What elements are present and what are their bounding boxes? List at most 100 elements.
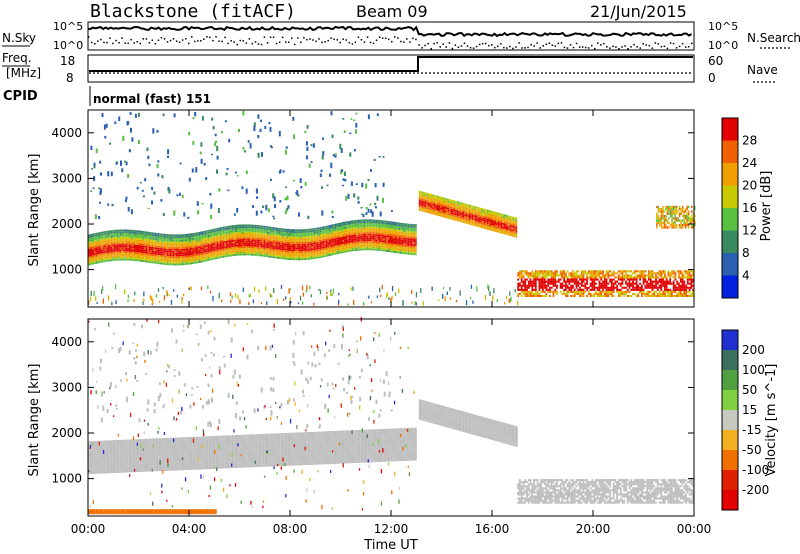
power-cell [372, 248, 375, 251]
power-cell [357, 247, 360, 249]
nsearch-point [572, 46, 575, 49]
power-cell [177, 252, 179, 255]
power-cell [520, 276, 523, 279]
power-cell [371, 241, 373, 244]
power-cell [374, 228, 376, 231]
power-cell [255, 188, 258, 194]
power-cell [356, 223, 358, 226]
power-cell [356, 230, 358, 233]
power-cell [514, 222, 516, 225]
power-cell [148, 233, 151, 236]
power-cell [409, 232, 411, 235]
power-cell [344, 223, 346, 226]
power-cell [361, 213, 364, 216]
power-cell [278, 229, 281, 232]
power-cell [407, 252, 410, 255]
power-cell [157, 255, 160, 257]
power-cell [272, 241, 275, 244]
nsearch-point [115, 39, 117, 42]
power-cell [118, 247, 120, 250]
power-cell [112, 244, 114, 247]
power-cell [224, 244, 226, 247]
power-cell [248, 244, 251, 247]
power-cell [101, 249, 104, 252]
power-cell [268, 121, 271, 125]
power-cell [353, 227, 355, 230]
power-cell [109, 235, 111, 238]
power-cell [499, 224, 501, 226]
power-cell [121, 245, 123, 248]
power-cell [120, 160, 122, 166]
power-cell [268, 235, 270, 238]
power-cell [200, 246, 202, 248]
power-cell [455, 209, 457, 212]
power-cell [350, 181, 353, 186]
power-cell [369, 241, 372, 243]
power-cell [449, 217, 451, 220]
power-cell [222, 239, 225, 242]
power-cell [398, 222, 401, 225]
power-cell [351, 224, 354, 226]
power-cell [131, 259, 134, 261]
power-cell [186, 239, 188, 242]
power-cell [381, 240, 384, 243]
power-cell [334, 241, 337, 244]
power-cell [256, 250, 258, 253]
power-cell [183, 241, 185, 244]
power-cell [281, 253, 284, 256]
power-cell [351, 247, 354, 250]
power-cell [410, 251, 413, 254]
power-cell [404, 223, 407, 226]
power-cell [144, 260, 146, 263]
power-cell [168, 259, 170, 262]
power-cell [348, 224, 351, 227]
power-cell [438, 207, 440, 209]
power-cell [174, 247, 176, 249]
power-cell [259, 128, 262, 133]
power-cell [474, 215, 477, 218]
cpid-label: CPID [3, 89, 38, 104]
power-cell [268, 239, 270, 241]
power-cell [268, 228, 270, 231]
power-cell [409, 229, 411, 232]
power-cell [357, 196, 360, 200]
power-cell [520, 284, 523, 287]
nsearch-point [272, 36, 275, 38]
power-cell [181, 194, 184, 199]
power-cell [386, 233, 388, 236]
power-cell [194, 236, 196, 239]
nsearch-point [169, 39, 172, 42]
power-cell [266, 237, 269, 239]
power-cell [284, 248, 287, 251]
power-cell [233, 228, 235, 231]
power-cell [99, 188, 102, 194]
power-cell [203, 231, 205, 233]
power-cell [401, 223, 404, 225]
power-cell [468, 221, 471, 223]
power-cell [94, 262, 96, 265]
power-cell [215, 237, 217, 240]
power-cell [122, 242, 125, 245]
power-cell [347, 243, 349, 245]
power-cell [333, 245, 335, 248]
power-cell [433, 209, 436, 212]
power-cell [309, 252, 311, 255]
power-cell [458, 214, 460, 217]
power-cell [350, 224, 352, 227]
power-cell [354, 129, 357, 134]
power-cell [295, 251, 298, 253]
power-cell [304, 256, 307, 259]
power-cell [192, 236, 194, 239]
nsearch-point [678, 45, 681, 48]
power-cell [286, 247, 288, 249]
power-cell [509, 219, 512, 222]
power-cell [404, 234, 407, 237]
power-cell [386, 224, 388, 227]
power-cell [315, 240, 317, 243]
power-cell [380, 245, 382, 248]
power-cell [517, 278, 520, 281]
power-cell [221, 239, 223, 242]
power-cell [272, 252, 275, 255]
power-cell [415, 253, 417, 256]
power-cell [206, 257, 208, 260]
